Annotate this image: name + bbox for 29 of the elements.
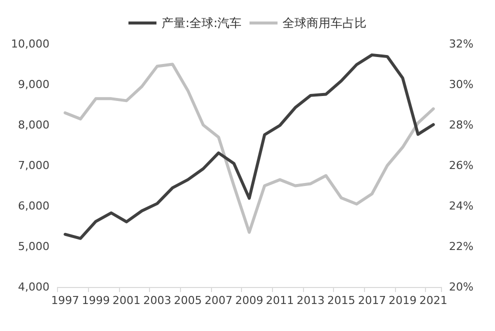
x-tick-label: 2019: [388, 294, 417, 307]
y-tick-label: 7,000: [18, 159, 50, 172]
legend-label: 产量:全球:汽车: [161, 16, 242, 30]
y-tick-label: 9,000: [18, 78, 50, 91]
x-tick-label: 2011: [266, 294, 294, 307]
x-tick-label: 2005: [174, 294, 202, 307]
x-tick-label: 2003: [143, 294, 172, 307]
y2-tick-label: 28%: [449, 118, 474, 132]
y2-tick-label: 30%: [449, 78, 474, 91]
y2-tick-label: 22%: [449, 240, 474, 253]
x-tick-label: 2017: [358, 294, 386, 307]
y2-tick-label: 32%: [449, 38, 474, 50]
y-tick-label: 10,000: [10, 38, 50, 50]
y2-tick-label: 26%: [449, 159, 474, 172]
y-tick-label: 4,000: [18, 280, 50, 294]
x-tick-label: 2001: [112, 294, 141, 307]
y-tick-label: 6,000: [18, 200, 50, 212]
x-tick-label: 1997: [51, 294, 80, 307]
y-tick-label: 8,000: [18, 118, 50, 132]
x-tick-label: 2007: [204, 294, 233, 307]
x-tick-label: 2015: [327, 294, 356, 307]
y2-tick-label: 24%: [449, 200, 474, 212]
x-tick-label: 2009: [235, 294, 264, 307]
x-tick-label: 2013: [296, 294, 325, 307]
x-tick-label: 2021: [419, 294, 448, 307]
legend-label: 全球商用车占比: [282, 16, 367, 30]
y-tick-label: 5,000: [18, 240, 50, 253]
x-tick-label: 1999: [82, 294, 110, 307]
y2-tick-label: 20%: [449, 280, 474, 294]
